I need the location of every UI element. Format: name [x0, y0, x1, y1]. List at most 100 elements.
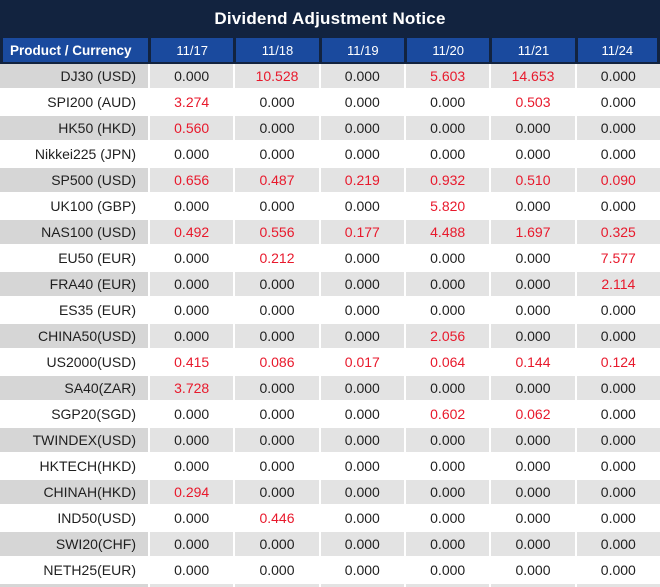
table-row: DJ30 (USD) 0.000 10.528 0.000 5.603 14.653 0.0… — [0, 64, 660, 90]
table-row: HKTECH(HKD) 0.000 0.000 0.000 0.000 0.000 0.00… — [0, 454, 660, 480]
table-header-row: Product / Currency 11/17 11/18 11/19 11/20 1… — [0, 38, 660, 64]
value-cell: 0.000 — [404, 506, 490, 532]
table-row: CHINA50(USD) 0.000 0.000 0.000 2.056 0.000 0.0… — [0, 324, 660, 350]
value-cell: 0.000 — [574, 480, 660, 506]
value-cell: 0.000 — [489, 272, 575, 298]
product-currency-header: Product / Currency — [0, 38, 148, 64]
value-cell: 0.325 — [574, 220, 660, 246]
value-cell: 0.000 — [148, 298, 234, 324]
value-cell: 0.000 — [489, 428, 575, 454]
title-bar: Dividend Adjustment Notice — [0, 0, 660, 38]
value-cell: 0.000 — [404, 480, 490, 506]
value-cell: 0.446 — [233, 506, 319, 532]
value-cell: 0.000 — [233, 90, 319, 116]
table-row: US2000(USD) 0.415 0.086 0.017 0.064 0.144 0.12… — [0, 350, 660, 376]
page-title: Dividend Adjustment Notice — [214, 9, 446, 28]
value-cell: 0.000 — [233, 324, 319, 350]
product-cell: HKTECH(HKD) — [0, 454, 148, 480]
value-cell: 0.000 — [489, 506, 575, 532]
value-cell: 2.056 — [404, 324, 490, 350]
table-row: NAS100 (USD) 0.492 0.556 0.177 4.488 1.697 0.3… — [0, 220, 660, 246]
table-row: IND50(USD) 0.000 0.446 0.000 0.000 0.000 0.000 — [0, 506, 660, 532]
value-cell: 0.000 — [148, 428, 234, 454]
table-row: EU50 (EUR) 0.000 0.212 0.000 0.000 0.000 7.577 — [0, 246, 660, 272]
value-cell: 0.000 — [233, 116, 319, 142]
value-cell: 0.062 — [489, 402, 575, 428]
product-cell: CHINAH(HKD) — [0, 480, 148, 506]
value-cell: 0.000 — [574, 454, 660, 480]
partial-next-row — [0, 584, 660, 587]
value-cell: 0.560 — [148, 116, 234, 142]
value-cell: 0.000 — [574, 532, 660, 558]
product-cell: HK50 (HKD) — [0, 116, 148, 142]
value-cell: 0.000 — [148, 454, 234, 480]
value-cell: 0.090 — [574, 168, 660, 194]
value-cell: 0.000 — [404, 428, 490, 454]
value-cell: 0.000 — [489, 376, 575, 402]
date-header: 11/20 — [404, 38, 490, 64]
table-row: SPI200 (AUD) 3.274 0.000 0.000 0.000 0.503 0.0… — [0, 90, 660, 116]
value-cell: 0.000 — [489, 142, 575, 168]
product-cell: CHINA50(USD) — [0, 324, 148, 350]
table-row: SGP20(SGD) 0.000 0.000 0.000 0.602 0.062 0.000 — [0, 402, 660, 428]
value-cell: 0.000 — [318, 558, 404, 584]
value-cell: 0.000 — [574, 428, 660, 454]
value-cell: 0.487 — [233, 168, 319, 194]
product-cell: ES35 (EUR) — [0, 298, 148, 324]
value-cell — [233, 584, 319, 587]
value-cell: 0.000 — [318, 272, 404, 298]
value-cell: 0.000 — [148, 558, 234, 584]
value-cell: 0.000 — [489, 454, 575, 480]
value-cell: 0.000 — [404, 298, 490, 324]
value-cell: 0.492 — [148, 220, 234, 246]
value-cell: 0.017 — [318, 350, 404, 376]
value-cell — [318, 584, 404, 587]
value-cell: 0.000 — [489, 558, 575, 584]
table-row: UK100 (GBP) 0.000 0.000 0.000 5.820 0.000 0.00… — [0, 194, 660, 220]
value-cell: 0.000 — [233, 454, 319, 480]
value-cell: 0.000 — [489, 532, 575, 558]
product-cell: US2000(USD) — [0, 350, 148, 376]
value-cell — [574, 584, 660, 587]
product-cell: Nikkei225 (JPN) — [0, 142, 148, 168]
value-cell: 0.000 — [318, 454, 404, 480]
value-cell: 0.000 — [148, 194, 234, 220]
value-cell: 0.000 — [318, 116, 404, 142]
value-cell: 0.000 — [489, 480, 575, 506]
value-cell: 4.488 — [404, 220, 490, 246]
value-cell: 0.000 — [489, 116, 575, 142]
value-cell: 0.144 — [489, 350, 575, 376]
value-cell: 0.000 — [318, 480, 404, 506]
value-cell: 0.000 — [233, 480, 319, 506]
value-cell: 0.000 — [148, 402, 234, 428]
value-cell: 0.000 — [318, 532, 404, 558]
table-row: HK50 (HKD) 0.560 0.000 0.000 0.000 0.000 0.000 — [0, 116, 660, 142]
value-cell: 0.000 — [574, 64, 660, 90]
value-cell: 0.000 — [318, 506, 404, 532]
value-cell: 0.000 — [404, 116, 490, 142]
table-row: SP500 (USD) 0.656 0.487 0.219 0.932 0.510 0.09… — [0, 168, 660, 194]
value-cell: 7.577 — [574, 246, 660, 272]
value-cell: 0.000 — [318, 194, 404, 220]
value-cell — [148, 584, 234, 587]
value-cell: 0.000 — [318, 376, 404, 402]
value-cell: 0.000 — [318, 246, 404, 272]
table-row: CHINAH(HKD) 0.294 0.000 0.000 0.000 0.000 0.00… — [0, 480, 660, 506]
value-cell: 0.932 — [404, 168, 490, 194]
value-cell: 0.000 — [489, 298, 575, 324]
value-cell: 10.528 — [233, 64, 319, 90]
value-cell: 0.000 — [233, 558, 319, 584]
value-cell: 0.656 — [148, 168, 234, 194]
value-cell: 0.000 — [574, 376, 660, 402]
product-cell: SPI200 (AUD) — [0, 90, 148, 116]
value-cell: 0.000 — [574, 506, 660, 532]
value-cell: 0.000 — [489, 324, 575, 350]
value-cell: 0.124 — [574, 350, 660, 376]
value-cell: 14.653 — [489, 64, 575, 90]
value-cell: 0.000 — [574, 324, 660, 350]
product-cell: SGP20(SGD) — [0, 402, 148, 428]
value-cell: 0.602 — [404, 402, 490, 428]
date-header: 11/18 — [233, 38, 319, 64]
product-cell: UK100 (GBP) — [0, 194, 148, 220]
value-cell: 0.000 — [148, 506, 234, 532]
